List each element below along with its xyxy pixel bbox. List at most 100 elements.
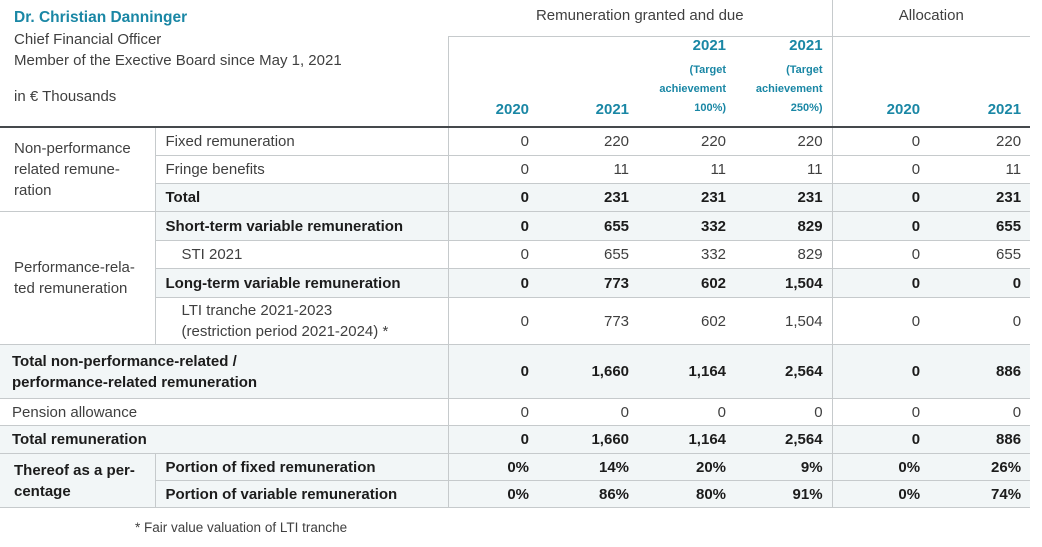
cell-value: 0 <box>929 297 1031 345</box>
footnote: * Fair value valuation of LTI tranche <box>135 520 348 535</box>
cell-value: 0 <box>831 211 930 241</box>
cell-value: 0 <box>447 425 539 454</box>
col-header-2020: 2020 <box>447 36 539 128</box>
cell-value: 332 <box>638 211 736 241</box>
cell-value: 11 <box>538 155 639 184</box>
table-row-fixed-remuneration: Non-performance related remune- ration F… <box>0 126 1031 212</box>
cell-value: 0 <box>831 155 930 184</box>
table-row-short-term-variable: Performance-rela- ted remuneration Short… <box>0 211 1031 345</box>
row-label: LTI tranche 2021-2023 (restriction perio… <box>154 297 449 345</box>
table-row-long-term-variable: Long-term variable remuneration 0 773 60… <box>0 268 1031 298</box>
cell-value: 0% <box>447 453 539 481</box>
table-row-total-non-performance: Total 0 231 231 231 0 231 <box>0 183 1031 212</box>
cell-value: 1,660 <box>538 425 639 454</box>
cell-value: 231 <box>638 183 736 212</box>
row-label: Fringe benefits <box>154 155 449 184</box>
cell-value: 74% <box>929 480 1031 508</box>
cell-value: 220 <box>538 126 639 156</box>
column-header-row: 2020 2021 2021 (Target achievement 100%)… <box>0 36 1031 128</box>
person-info-cell: Dr. Christian Danninger Chief Financial … <box>0 0 449 128</box>
col-header-2021: 2021 <box>538 36 639 128</box>
col-header-allocation-2020: 2020 <box>831 36 930 128</box>
cell-value: 773 <box>538 268 639 298</box>
cell-value: 602 <box>638 297 736 345</box>
cell-value: 0 <box>447 211 539 241</box>
table-row-total-remuneration: Total remuneration 0 1,660 1,164 2,564 0… <box>0 425 1031 454</box>
target-250-line1: (Target <box>786 63 823 76</box>
target-250-year: 2021 <box>789 36 823 54</box>
target-100-line2: achievement <box>659 82 727 95</box>
cell-value: 2,564 <box>735 344 833 399</box>
cell-value: 220 <box>638 126 736 156</box>
cell-value: 655 <box>929 211 1031 241</box>
row-group-performance: Performance-rela- ted remuneration <box>0 211 155 345</box>
cell-value: 0 <box>831 398 930 426</box>
row-label: Fixed remuneration <box>154 126 449 156</box>
target-100-line3: 100%) <box>694 101 727 114</box>
cell-value: 1,164 <box>638 344 736 399</box>
table-row-portion-variable: Portion of variable remuneration 0% 86% … <box>0 480 1031 508</box>
target-100-year: 2021 <box>692 36 727 54</box>
row-label: Short-term variable remuneration <box>154 211 449 241</box>
cell-value: 0 <box>929 268 1031 298</box>
person-info-block: Dr. Christian Danninger Chief Financial … <box>0 0 448 112</box>
cell-value: 0 <box>929 398 1031 426</box>
row-label: Long-term variable remuneration <box>154 268 449 298</box>
row-label: Total non-performance-related / performa… <box>0 344 449 399</box>
cell-value: 332 <box>638 240 736 269</box>
unit-label: in € Thousands <box>14 88 117 105</box>
cell-value: 26% <box>929 453 1031 481</box>
cell-value: 655 <box>929 240 1031 269</box>
cell-value: 0 <box>831 126 930 156</box>
cell-value: 0 <box>447 398 539 426</box>
cell-value: 0 <box>831 297 930 345</box>
cell-value: 602 <box>638 268 736 298</box>
cell-value: 11 <box>638 155 736 184</box>
cell-value: 0 <box>638 398 736 426</box>
cell-value: 11 <box>929 155 1031 184</box>
cell-value: 0 <box>447 126 539 156</box>
table-row-pension-allowance: Pension allowance 0 0 0 0 0 0 <box>0 398 1031 426</box>
table-row-lti-tranche: LTI tranche 2021-2023 (restriction perio… <box>0 297 1031 345</box>
cell-value: 0 <box>831 344 930 399</box>
col-header-2021-target-250: 2021 (Target achievement 250%) <box>735 36 833 128</box>
cell-value: 0 <box>447 240 539 269</box>
table-row-sti-2021: STI 2021 0 655 332 829 0 655 <box>0 240 1031 269</box>
cell-value: 0 <box>447 344 539 399</box>
cell-value: 886 <box>929 344 1031 399</box>
cell-value: 91% <box>735 480 833 508</box>
cell-value: 829 <box>735 240 833 269</box>
row-group-thereof-percentage: Thereof as a per- centage <box>0 453 155 508</box>
remuneration-table: Dr. Christian Danninger Chief Financial … <box>0 0 1031 508</box>
cell-value: 1,504 <box>735 297 833 345</box>
cell-value: 231 <box>538 183 639 212</box>
group-header-allocation: Allocation <box>831 0 1031 37</box>
row-label: Portion of variable remuneration <box>154 480 449 508</box>
row-label: Portion of fixed remuneration <box>154 453 449 481</box>
person-name: Dr. Christian Danninger <box>14 9 188 26</box>
target-250-line2: achievement <box>755 82 823 95</box>
cell-value: 231 <box>735 183 833 212</box>
col-header-2021-target-100: 2021 (Target achievement 100%) <box>638 36 736 128</box>
cell-value: 0 <box>447 155 539 184</box>
table-row-portion-fixed: Thereof as a per- centage Portion of fix… <box>0 453 1031 508</box>
cell-value: 20% <box>638 453 736 481</box>
cell-value: 829 <box>735 211 833 241</box>
cell-value: 220 <box>735 126 833 156</box>
cell-value: 80% <box>638 480 736 508</box>
cell-value: 655 <box>538 211 639 241</box>
row-label: Total <box>154 183 449 212</box>
group-header-remuneration-granted: Remuneration granted and due <box>448 0 833 37</box>
row-group-non-performance: Non-performance related remune- ration <box>0 126 155 212</box>
row-label: Total remuneration <box>0 425 449 454</box>
table-row-fringe-benefits: Fringe benefits 0 11 11 11 0 11 <box>0 155 1031 184</box>
person-block: Dr. Christian Danninger Chief Financial … <box>14 9 448 71</box>
cell-value: 231 <box>929 183 1031 212</box>
group-header-row: Dr. Christian Danninger Chief Financial … <box>0 0 1031 128</box>
cell-value: 0 <box>447 297 539 345</box>
cell-value: 0 <box>831 268 930 298</box>
cell-value: 86% <box>538 480 639 508</box>
cell-value: 14% <box>538 453 639 481</box>
cell-value: 0 <box>831 425 930 454</box>
